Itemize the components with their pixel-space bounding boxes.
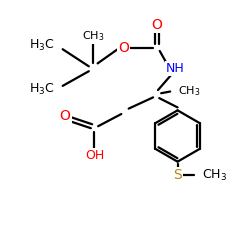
Text: CH$_3$: CH$_3$: [202, 168, 227, 183]
Text: CH$_3$: CH$_3$: [82, 30, 104, 44]
Text: H$_3$C: H$_3$C: [28, 82, 54, 97]
Text: O: O: [60, 110, 70, 124]
Text: H$_3$C: H$_3$C: [28, 38, 54, 53]
Text: O: O: [118, 41, 129, 55]
Text: CH$_3$: CH$_3$: [178, 84, 200, 98]
Text: S: S: [173, 168, 182, 182]
Text: O: O: [151, 18, 162, 32]
Text: NH: NH: [166, 62, 184, 75]
Text: OH: OH: [85, 149, 104, 162]
